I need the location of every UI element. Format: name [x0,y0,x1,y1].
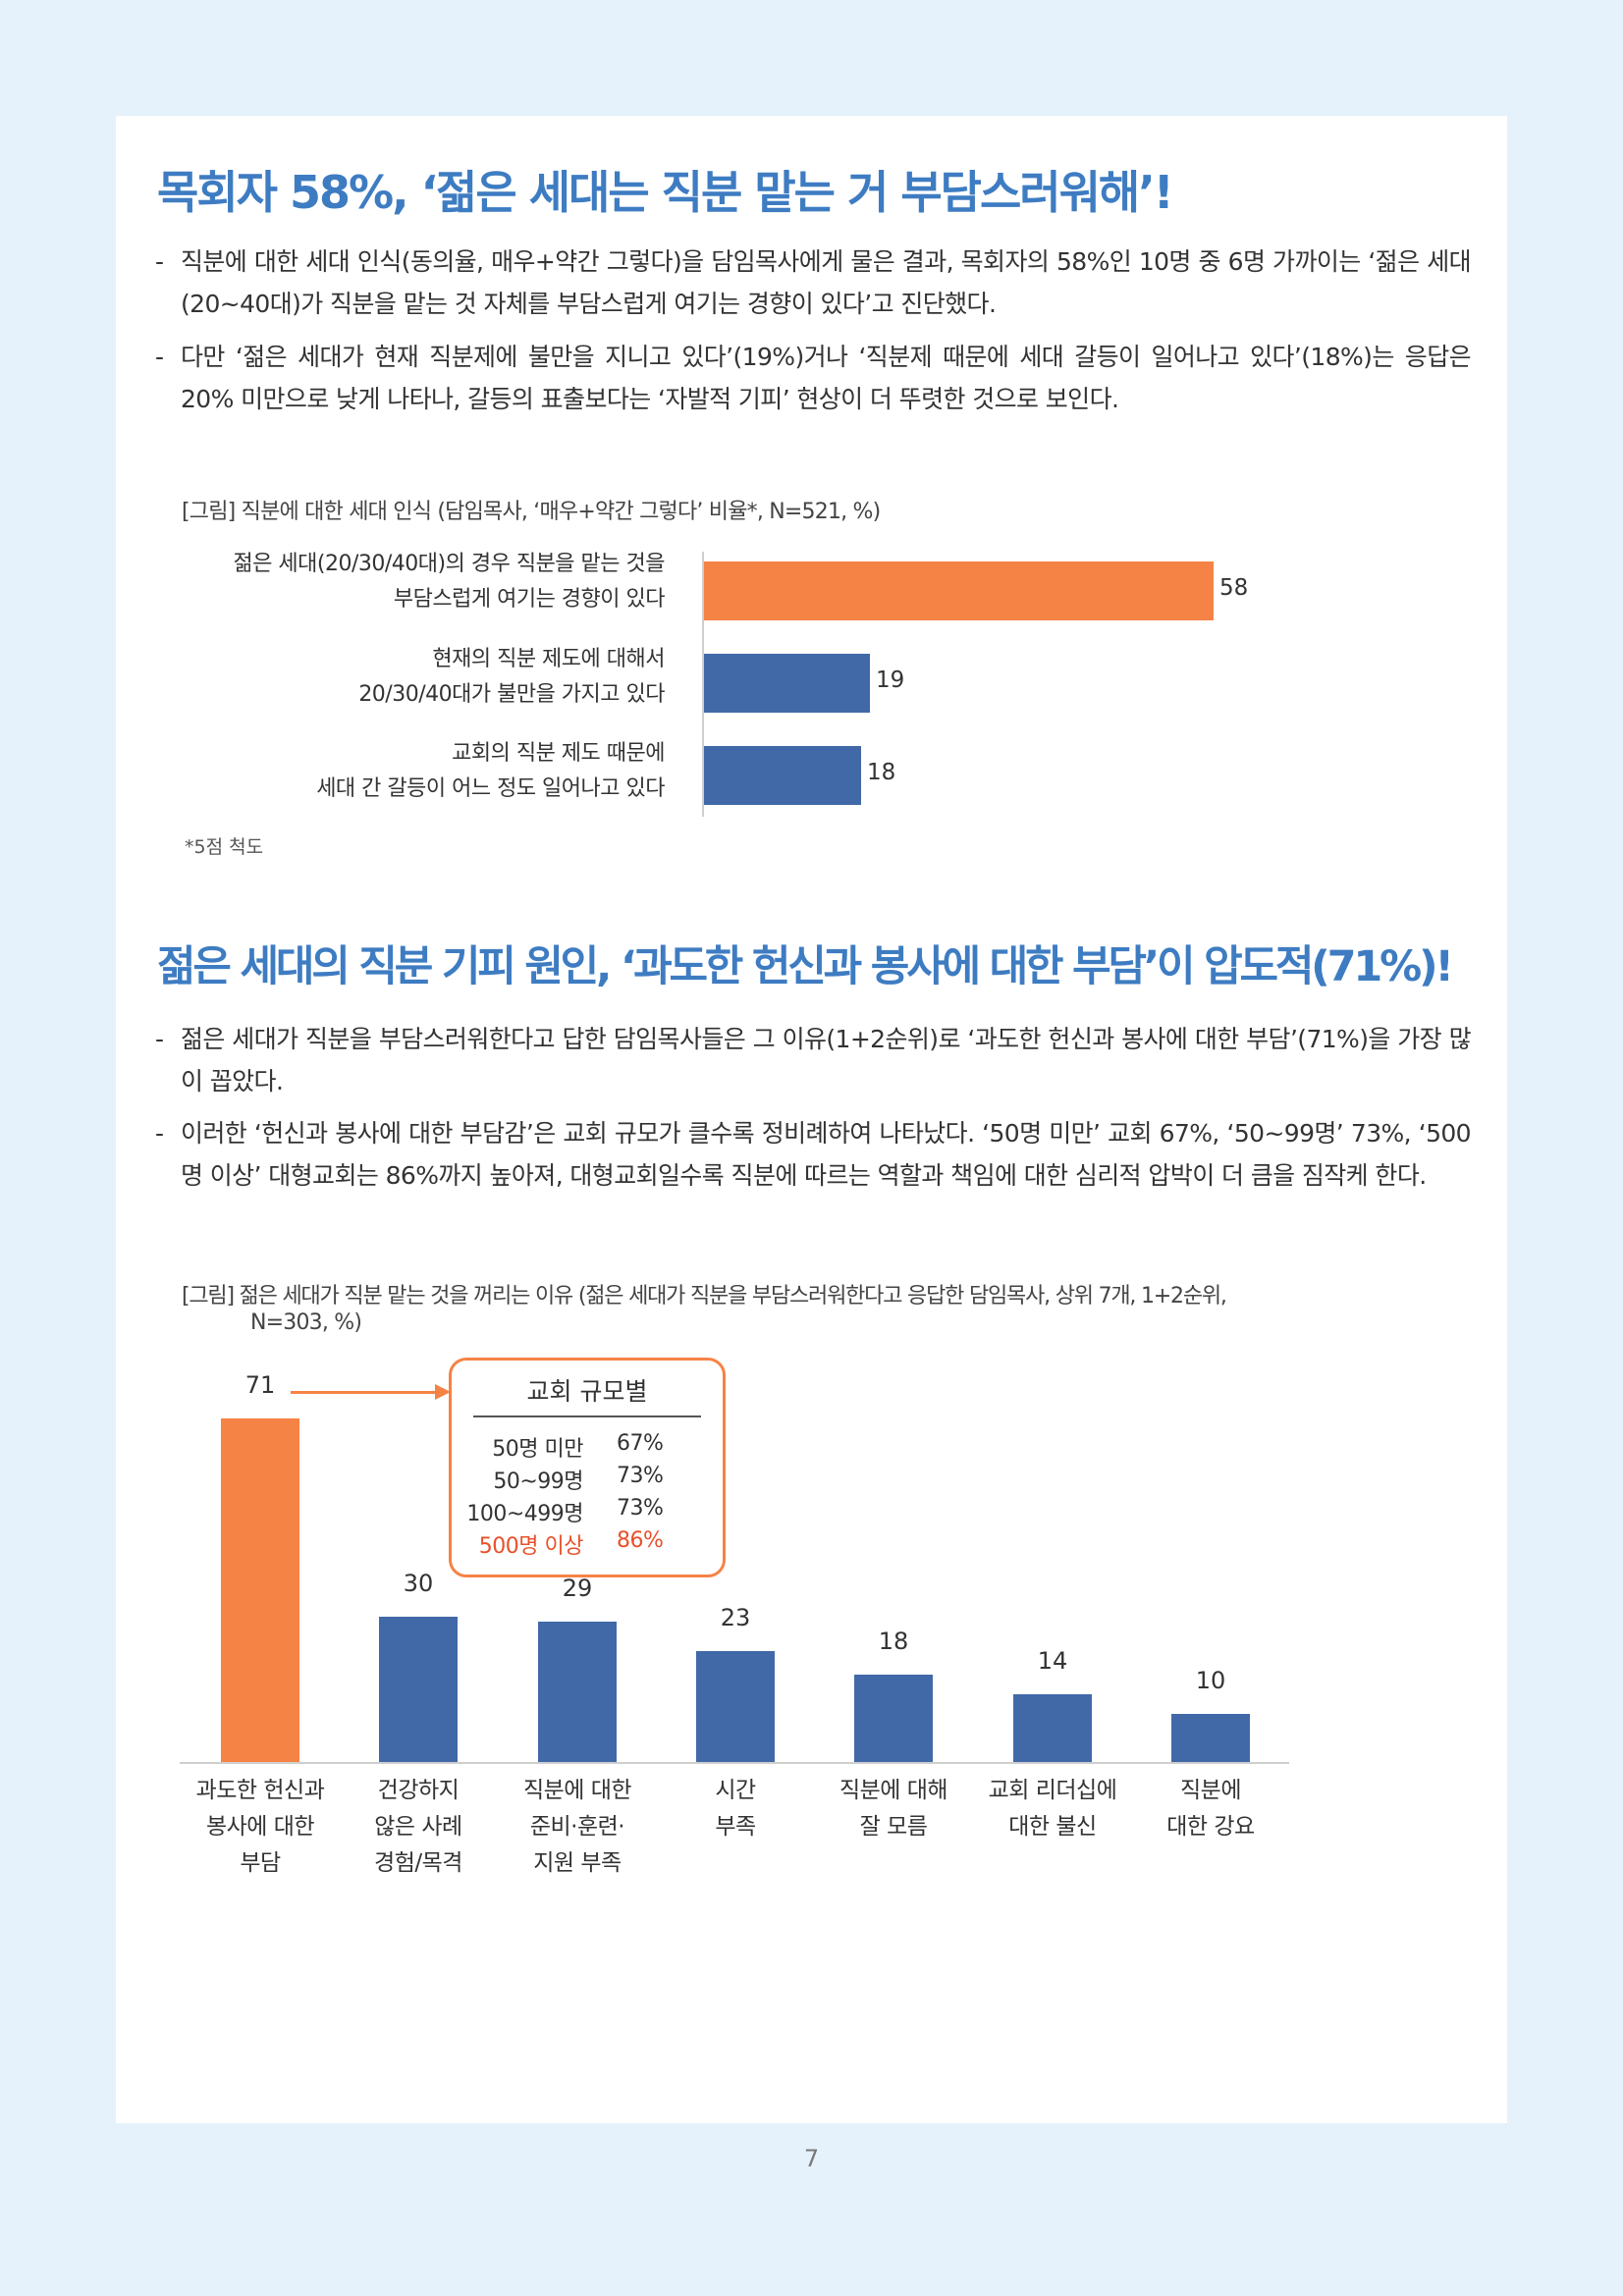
chart2-category-7-line-1: 직분에 [1180,1778,1241,1803]
chart2-category-2-line-2: 않은 사례 [374,1814,462,1840]
chart1-note: *5점 척도 [185,836,264,858]
chart2-category-3-line-2: 준비·훈련· [529,1814,625,1840]
chart2-value-1: 71 [244,1371,276,1399]
chart1-category-3-line-1: 교회의 직분 제도 때문에 [452,741,665,766]
church-size-value: 73% [617,1496,664,1521]
chart2-bar-2 [379,1617,458,1762]
chart2-bar-3 [538,1622,617,1762]
chart1-category-2-line-1: 현재의 직분 제도에 대해서 [432,647,665,671]
chart2-bar-4 [696,1651,775,1762]
chart1-bar-2 [703,654,870,713]
chart2-category-2-line-3: 경험/목격 [374,1850,462,1876]
chart1-category-1-line-2: 부담스럽게 여기는 경향이 있다 [393,587,666,612]
section1-title: 목회자 58%, ‘젊은 세대는 직분 맡는 거 부담스러워해’! [157,166,1174,219]
church-size-value: 73% [617,1464,664,1488]
arrow-right-icon [435,1384,451,1400]
chart1-category-2-line-2: 20/30/40대가 불만을 가지고 있다 [358,682,665,707]
church-size-box-title: 교회 규모별 [526,1377,648,1406]
chart2-value-7: 10 [1195,1667,1226,1694]
chart1-caption: [그림] 직분에 대한 세대 인식 (담임목사, ‘매우+약간 그렇다’ 비율*… [182,500,881,524]
church-size-value: 86% [617,1528,664,1553]
church-size-label: 50명 미만 [492,1437,583,1462]
chart1-value-3: 18 [867,760,896,785]
section2-bullet-1: - 젊은 세대가 직분을 부담스러워한다고 답한 담임목사들은 그 이유(1+2순… [155,1025,1472,1095]
chart2-value-4: 23 [720,1604,751,1631]
chart2-bar-6 [1013,1694,1092,1762]
chart2-bar-5 [854,1675,933,1762]
chart2-value-5: 18 [878,1628,909,1655]
chart1-value-1: 58 [1219,575,1249,601]
chart2-category-7-line-2: 대한 강요 [1166,1814,1255,1840]
chart2-bar-7 [1171,1714,1250,1762]
section2-title: 젊은 세대의 직분 기피 원인, ‘과도한 헌신과 봉사에 대한 부담’이 압도… [157,942,1454,991]
chart1-bar-1 [703,561,1214,620]
chart2-bar-1 [221,1418,299,1762]
chart1-category-3-line-2: 세대 간 갈등이 어느 정도 일어나고 있다 [316,776,665,801]
chart2-category-2-line-1: 건강하지 [377,1778,460,1803]
church-size-value: 67% [617,1431,664,1456]
chart2-value-2: 30 [403,1570,434,1597]
chart1-value-2: 19 [876,667,905,693]
chart1-axis [702,552,704,817]
chart1-category-1-line-1: 젊은 세대(20/30/40대)의 경우 직분을 맡는 것을 [233,552,665,576]
chart2-category-6-line-1: 교회 리더십에 [988,1778,1117,1803]
chart2-caption-line1: [그림] 젊은 세대가 직분 맡는 것을 꺼리는 이유 (젊은 세대가 직분을 … [182,1284,1227,1308]
chart2-category-4-line-1: 시간 [715,1778,756,1803]
chart2-category-6-line-2: 대한 불신 [1008,1814,1097,1840]
church-size-box: 교회 규모별 50명 미만 67% 50~99명 73% 100~499명 73% 500명… [449,1358,726,1577]
section2-bullet-2: - 이러한 ‘헌신과 봉사에 대한 부담감’은 교회 규모가 클수록 정비례하여 … [155,1119,1472,1190]
section1-bullet-1: - 직분에 대한 세대 인식(동의율, 매우+약간 그렇다)을 담임목사에게 물은… [155,247,1472,318]
chart2-category-4-line-2: 부족 [715,1814,756,1840]
content-card [116,116,1507,2123]
chart2-baseline [180,1762,1289,1764]
chart2-category-1-line-1: 과도한 헌신과 [195,1778,325,1803]
section1-bullet-2: - 다만 ‘젊은 세대가 현재 직분제에 불만을 지니고 있다’(19%)거나 ‘… [155,343,1472,413]
chart2-category-3-line-1: 직분에 대한 [522,1778,632,1803]
chart1-bar-3 [703,746,861,805]
chart2-category-3-line-3: 지원 부족 [533,1850,622,1876]
chart1-category-2: 현재의 직분 제도에 대해서 20/30/40대가 불만을 가지고 있다 [358,642,665,713]
arrow-line [291,1391,438,1394]
chart2-category-5-line-2: 잘 모름 [859,1814,928,1840]
church-size-box-divider [473,1415,701,1417]
chart2-category-1-line-3: 부담 [240,1850,281,1876]
church-size-label: 100~499명 [466,1502,583,1526]
page-number: 7 [803,2145,820,2172]
chart2-category-1-line-2: 봉사에 대한 [205,1814,315,1840]
church-size-label: 50~99명 [493,1469,583,1494]
chart2-value-3: 29 [562,1575,593,1602]
chart2-value-6: 14 [1037,1647,1068,1675]
chart2-category-5-line-1: 직분에 대해 [839,1778,948,1803]
chart2-caption-line2: N=303, %) [250,1310,362,1335]
church-size-label: 500명 이상 [478,1534,584,1559]
